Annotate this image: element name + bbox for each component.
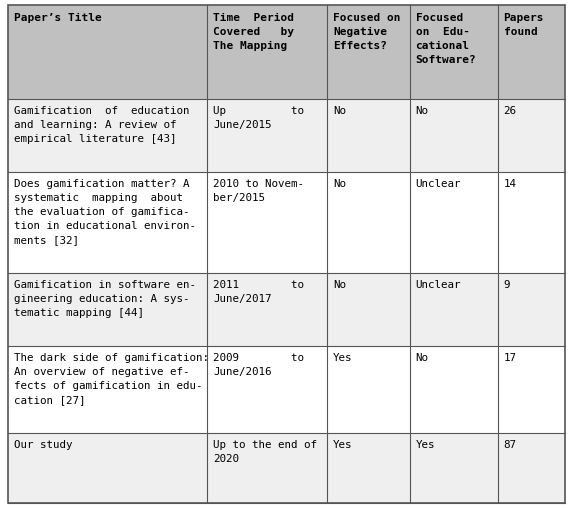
Text: Focused
on  Edu-
cational
Software?: Focused on Edu- cational Software? <box>415 13 476 65</box>
Bar <box>8 99 207 172</box>
Text: Up to the end of
2020: Up to the end of 2020 <box>213 439 317 463</box>
Text: No: No <box>333 178 346 188</box>
Bar <box>207 99 327 172</box>
Bar <box>207 346 327 433</box>
Bar <box>327 273 410 346</box>
Bar <box>8 273 207 346</box>
Text: 17: 17 <box>504 352 517 362</box>
Text: Paper’s Title: Paper’s Title <box>14 13 102 23</box>
Text: Papers
found: Papers found <box>504 13 544 37</box>
Bar <box>497 99 565 172</box>
Bar <box>207 433 327 503</box>
Text: Our study: Our study <box>14 439 73 449</box>
Text: Gamification in software en-
gineering education: A sys-
tematic mapping [44]: Gamification in software en- gineering e… <box>14 279 196 317</box>
Bar <box>497 346 565 433</box>
Text: No: No <box>415 105 429 116</box>
Bar <box>410 346 497 433</box>
Bar <box>497 172 565 273</box>
Text: Yes: Yes <box>333 352 352 362</box>
Text: Time  Period
Covered   by
The Mapping: Time Period Covered by The Mapping <box>213 13 295 51</box>
Text: Does gamification matter? A
systematic  mapping  about
the evaluation of gamific: Does gamification matter? A systematic m… <box>14 178 196 244</box>
Bar <box>327 433 410 503</box>
Text: 14: 14 <box>504 178 517 188</box>
Text: Unclear: Unclear <box>415 178 461 188</box>
Text: No: No <box>415 352 429 362</box>
Text: Focused on
Negative
Effects?: Focused on Negative Effects? <box>333 13 401 51</box>
Bar <box>207 6 327 99</box>
Bar <box>497 6 565 99</box>
Text: 2010 to Novem-
ber/2015: 2010 to Novem- ber/2015 <box>213 178 304 202</box>
Text: Yes: Yes <box>333 439 352 449</box>
Bar <box>327 346 410 433</box>
Text: Unclear: Unclear <box>415 279 461 289</box>
Bar <box>8 433 207 503</box>
Bar <box>497 273 565 346</box>
Bar <box>207 273 327 346</box>
Text: 9: 9 <box>504 279 510 289</box>
Text: 2009        to
June/2016: 2009 to June/2016 <box>213 352 304 376</box>
Text: Up          to
June/2015: Up to June/2015 <box>213 105 304 129</box>
Bar <box>8 172 207 273</box>
Text: Yes: Yes <box>415 439 435 449</box>
Bar <box>410 172 497 273</box>
Bar <box>410 99 497 172</box>
Bar <box>410 433 497 503</box>
Bar <box>8 346 207 433</box>
Text: 87: 87 <box>504 439 517 449</box>
Text: No: No <box>333 279 346 289</box>
Bar <box>327 6 410 99</box>
Bar <box>497 433 565 503</box>
Text: No: No <box>333 105 346 116</box>
Text: Gamification  of  education
and learning: A review of
empirical literature [43]: Gamification of education and learning: … <box>14 105 190 144</box>
Text: 26: 26 <box>504 105 517 116</box>
Bar <box>207 172 327 273</box>
Bar <box>327 99 410 172</box>
Text: The dark side of gamification:
An overview of negative ef-
fects of gamification: The dark side of gamification: An overvi… <box>14 352 209 404</box>
Bar <box>410 6 497 99</box>
Bar <box>327 172 410 273</box>
Text: 2011        to
June/2017: 2011 to June/2017 <box>213 279 304 303</box>
Bar <box>410 273 497 346</box>
Bar <box>8 6 207 99</box>
